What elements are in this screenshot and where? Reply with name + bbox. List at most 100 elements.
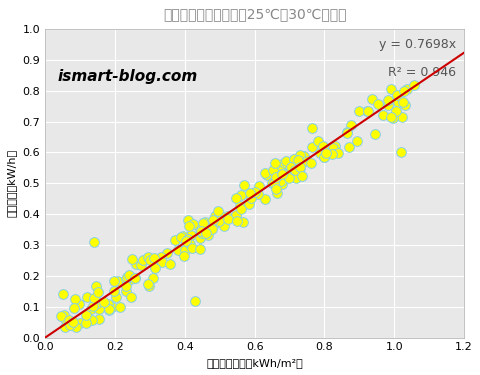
Point: [394, 99, 401, 105]
Point: [88, 317, 96, 323]
Point: [374, 101, 382, 107]
Point: [184, 217, 192, 223]
Point: [238, 206, 245, 212]
Point: [110, 288, 118, 294]
Point: [298, 174, 305, 180]
Point: [60, 312, 68, 318]
Point: [269, 167, 277, 173]
Point: [204, 232, 212, 238]
Point: [272, 186, 279, 192]
Point: [92, 283, 99, 289]
Point: [197, 246, 204, 252]
Point: [72, 324, 80, 330]
Point: [83, 294, 91, 300]
Point: [275, 176, 282, 182]
Point: [212, 213, 219, 219]
Point: [233, 218, 241, 224]
Text: y = 0.7698x: y = 0.7698x: [379, 38, 456, 51]
Point: [209, 224, 217, 230]
Point: [320, 154, 328, 160]
Point: [132, 275, 139, 281]
Point: [90, 239, 98, 245]
Point: [294, 157, 302, 163]
Point: [223, 213, 230, 219]
Point: [179, 233, 186, 239]
Point: [276, 168, 284, 174]
Point: [71, 296, 79, 302]
Point: [91, 295, 99, 301]
Point: [122, 276, 130, 282]
Point: [61, 324, 69, 330]
Point: [292, 166, 300, 172]
Point: [174, 247, 182, 253]
Point: [158, 259, 166, 265]
Point: [99, 302, 107, 308]
Point: [132, 261, 140, 267]
Point: [371, 131, 379, 137]
Point: [274, 172, 282, 178]
Point: [66, 322, 73, 328]
Point: [149, 275, 156, 281]
Point: [123, 274, 131, 280]
Point: [122, 288, 130, 294]
Text: ismart-blog.com: ismart-blog.com: [58, 69, 198, 84]
Point: [399, 99, 407, 105]
Y-axis label: 発電電量（kW/h）: 発電電量（kW/h）: [7, 149, 17, 217]
Point: [125, 272, 132, 278]
Point: [171, 237, 179, 243]
Point: [345, 144, 352, 150]
Point: [188, 232, 195, 238]
Point: [122, 283, 130, 289]
Point: [144, 281, 152, 287]
Point: [215, 218, 222, 224]
Point: [144, 254, 152, 260]
Point: [95, 316, 102, 322]
Point: [291, 167, 299, 173]
Point: [105, 306, 113, 312]
Point: [157, 254, 165, 260]
Point: [105, 307, 113, 313]
Point: [277, 178, 285, 184]
Point: [281, 173, 289, 179]
Point: [201, 219, 209, 225]
Point: [288, 164, 296, 170]
Point: [272, 160, 279, 166]
Point: [65, 316, 72, 322]
Title: 日射量と発電量（気温25℃以30℃未満）: 日射量と発電量（気温25℃以30℃未満）: [163, 7, 347, 21]
Point: [209, 217, 217, 223]
Point: [232, 212, 240, 218]
Point: [83, 320, 90, 326]
Point: [328, 151, 336, 157]
Point: [384, 102, 392, 108]
Point: [164, 250, 171, 256]
Point: [208, 226, 216, 232]
Point: [166, 261, 174, 267]
Point: [387, 86, 395, 92]
Point: [184, 236, 192, 242]
Point: [296, 153, 304, 159]
Point: [146, 257, 154, 263]
Point: [278, 171, 286, 177]
Point: [139, 257, 146, 263]
Point: [96, 306, 103, 312]
Point: [197, 228, 205, 234]
Point: [343, 129, 351, 135]
Point: [356, 108, 363, 114]
Point: [57, 313, 65, 319]
Point: [288, 164, 295, 170]
Point: [60, 315, 68, 321]
Point: [137, 262, 144, 268]
Point: [251, 189, 259, 195]
Point: [292, 170, 300, 176]
Point: [347, 122, 355, 128]
Point: [278, 161, 286, 167]
Point: [255, 183, 263, 189]
Point: [94, 289, 101, 295]
Point: [273, 174, 280, 180]
Point: [196, 235, 204, 241]
Point: [276, 168, 283, 174]
Point: [387, 114, 395, 120]
Point: [180, 253, 188, 259]
Point: [286, 174, 293, 180]
Point: [313, 138, 321, 144]
